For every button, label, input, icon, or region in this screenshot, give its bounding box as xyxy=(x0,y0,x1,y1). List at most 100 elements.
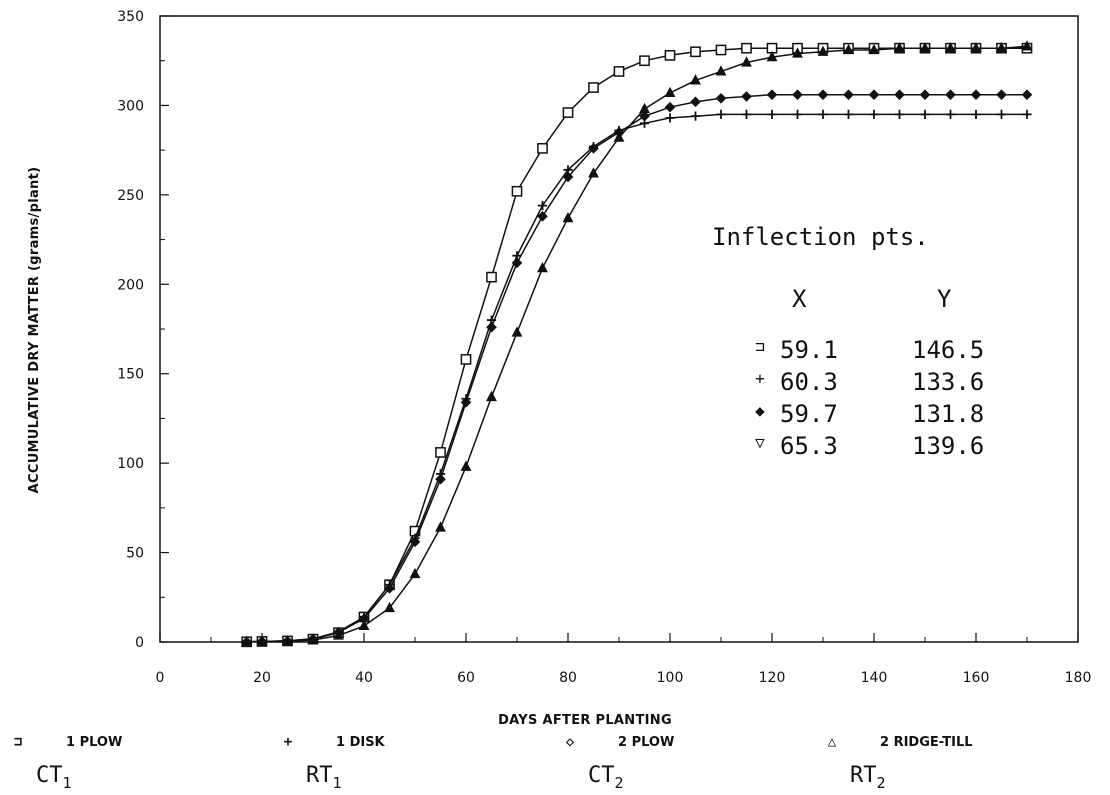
data-point-diamond xyxy=(435,473,446,485)
legend-symbol: ◇ xyxy=(566,734,575,750)
legend-group-label: CT1 xyxy=(36,763,72,792)
legend-item: ⊐ 1 PLOW CT1 xyxy=(14,734,123,792)
data-point-triangle xyxy=(741,56,752,67)
data-point-diamond xyxy=(639,110,650,122)
legend-group-subscript: 2 xyxy=(877,774,886,792)
data-point-diamond xyxy=(384,583,395,594)
data-point-plus xyxy=(971,109,981,119)
data-point-triangle xyxy=(307,633,319,645)
data-point-plus xyxy=(996,109,1007,119)
x-tick-label: 60 xyxy=(457,670,475,686)
data-point-triangle xyxy=(792,47,803,58)
x-tick-label: 180 xyxy=(1065,670,1092,686)
series-line xyxy=(246,113,1027,643)
data-point-triangle xyxy=(996,42,1007,53)
data-point-triangle xyxy=(766,50,778,62)
legend-item: +1 DISK RT1 xyxy=(284,734,386,792)
data-point-plus xyxy=(767,109,777,119)
data-point-triangle xyxy=(690,74,701,85)
series-2-ridge-till xyxy=(241,40,1033,646)
x-tick-label: 100 xyxy=(657,670,684,686)
data-point-triangle xyxy=(843,43,854,55)
data-point-diamond xyxy=(919,89,931,101)
data-point-square xyxy=(435,447,446,458)
data-point-square xyxy=(486,271,497,283)
y-tick-label: 50 xyxy=(126,546,144,562)
data-point-diamond xyxy=(996,89,1007,101)
data-point-triangle xyxy=(613,131,625,142)
data-point-triangle xyxy=(358,619,370,631)
data-point-plus xyxy=(894,109,905,119)
legend-symbol: △ xyxy=(828,734,837,750)
data-point-square xyxy=(664,49,676,61)
annotation-row-y: 131.8 xyxy=(912,400,984,428)
data-point-diamond xyxy=(664,101,676,113)
data-point-triangle xyxy=(817,45,829,56)
legend-group-label: CT2 xyxy=(588,763,624,792)
data-point-diamond xyxy=(486,321,497,333)
data-point-triangle xyxy=(894,42,905,53)
data-point-triangle xyxy=(562,211,574,223)
legend-symbol: ⊐ xyxy=(14,734,22,750)
data-point-square xyxy=(460,354,472,365)
legend-group-subscript: 1 xyxy=(333,774,342,792)
annotation-row-symbol: + xyxy=(755,369,765,388)
data-point-triangle xyxy=(333,629,344,640)
annotation-row-x: 65.3 xyxy=(780,432,838,460)
annotation-col-y: Y xyxy=(937,285,952,313)
legend-symbol: + xyxy=(284,734,292,750)
y-axis-title: ACCUMULATIVE DRY MATTER (grams/plant) xyxy=(27,167,42,494)
annotation-row-symbol: ⊐ xyxy=(755,337,765,356)
legend-group-label: RT1 xyxy=(306,763,342,792)
data-point-plus xyxy=(920,109,930,119)
data-point-square xyxy=(639,55,650,67)
data-point-plus xyxy=(690,111,701,121)
annotation-row-symbol: ▽ xyxy=(755,433,765,452)
annotation-row-symbol: ◆ xyxy=(755,401,765,420)
data-point-diamond xyxy=(562,171,574,183)
y-tick-label: 350 xyxy=(117,9,144,25)
data-point-diamond xyxy=(588,143,599,154)
data-point-triangle xyxy=(256,635,268,646)
data-point-diamond xyxy=(766,89,778,101)
data-point-triangle xyxy=(588,167,599,178)
y-tick-label: 250 xyxy=(117,188,144,204)
data-point-square xyxy=(562,107,574,118)
data-point-triangle xyxy=(945,42,956,53)
annotation-title: Inflection pts. xyxy=(712,223,929,251)
data-point-plus xyxy=(792,109,803,119)
x-tick-label: 20 xyxy=(253,670,271,686)
data-point-plus xyxy=(869,109,879,119)
data-point-plus xyxy=(741,109,752,119)
data-point-plus xyxy=(945,109,956,119)
data-point-square xyxy=(690,46,701,58)
data-point-square xyxy=(613,66,625,77)
data-point-plus xyxy=(665,113,675,123)
data-point-square xyxy=(511,185,523,197)
data-point-triangle xyxy=(715,65,727,76)
data-point-triangle xyxy=(486,390,497,402)
annotation-col-x: X xyxy=(792,285,807,313)
series-line xyxy=(246,47,1027,643)
inflection-points-annotation: Inflection pts. X Y ⊐ 59.1 146.5 + 60.3 133.6… xyxy=(712,223,984,460)
data-point-diamond xyxy=(792,89,803,101)
x-axis-title: DAYS AFTER PLANTING xyxy=(498,713,672,728)
y-tick-label: 100 xyxy=(117,456,144,472)
annotation-row-y: 146.5 xyxy=(912,336,984,364)
data-point-diamond xyxy=(537,211,548,222)
x-tick-label: 140 xyxy=(861,670,888,686)
y-tick-label: 200 xyxy=(117,277,144,293)
data-point-triangle xyxy=(241,635,253,646)
data-point-triangle xyxy=(664,86,676,98)
x-tick-label: 40 xyxy=(355,670,373,686)
data-point-plus xyxy=(1022,109,1032,119)
legend-label: 1 PLOW xyxy=(66,735,122,750)
data-point-triangle xyxy=(919,42,931,53)
data-point-triangle xyxy=(282,635,293,646)
annotation-row-x: 59.7 xyxy=(780,400,838,428)
annotation-row-y: 133.6 xyxy=(912,368,984,396)
data-point-diamond xyxy=(945,89,956,101)
data-point-plus xyxy=(716,109,726,119)
plot-frame xyxy=(159,15,1079,643)
legend-item: △ 2 RIDGE-TILL RT2 xyxy=(828,734,973,792)
